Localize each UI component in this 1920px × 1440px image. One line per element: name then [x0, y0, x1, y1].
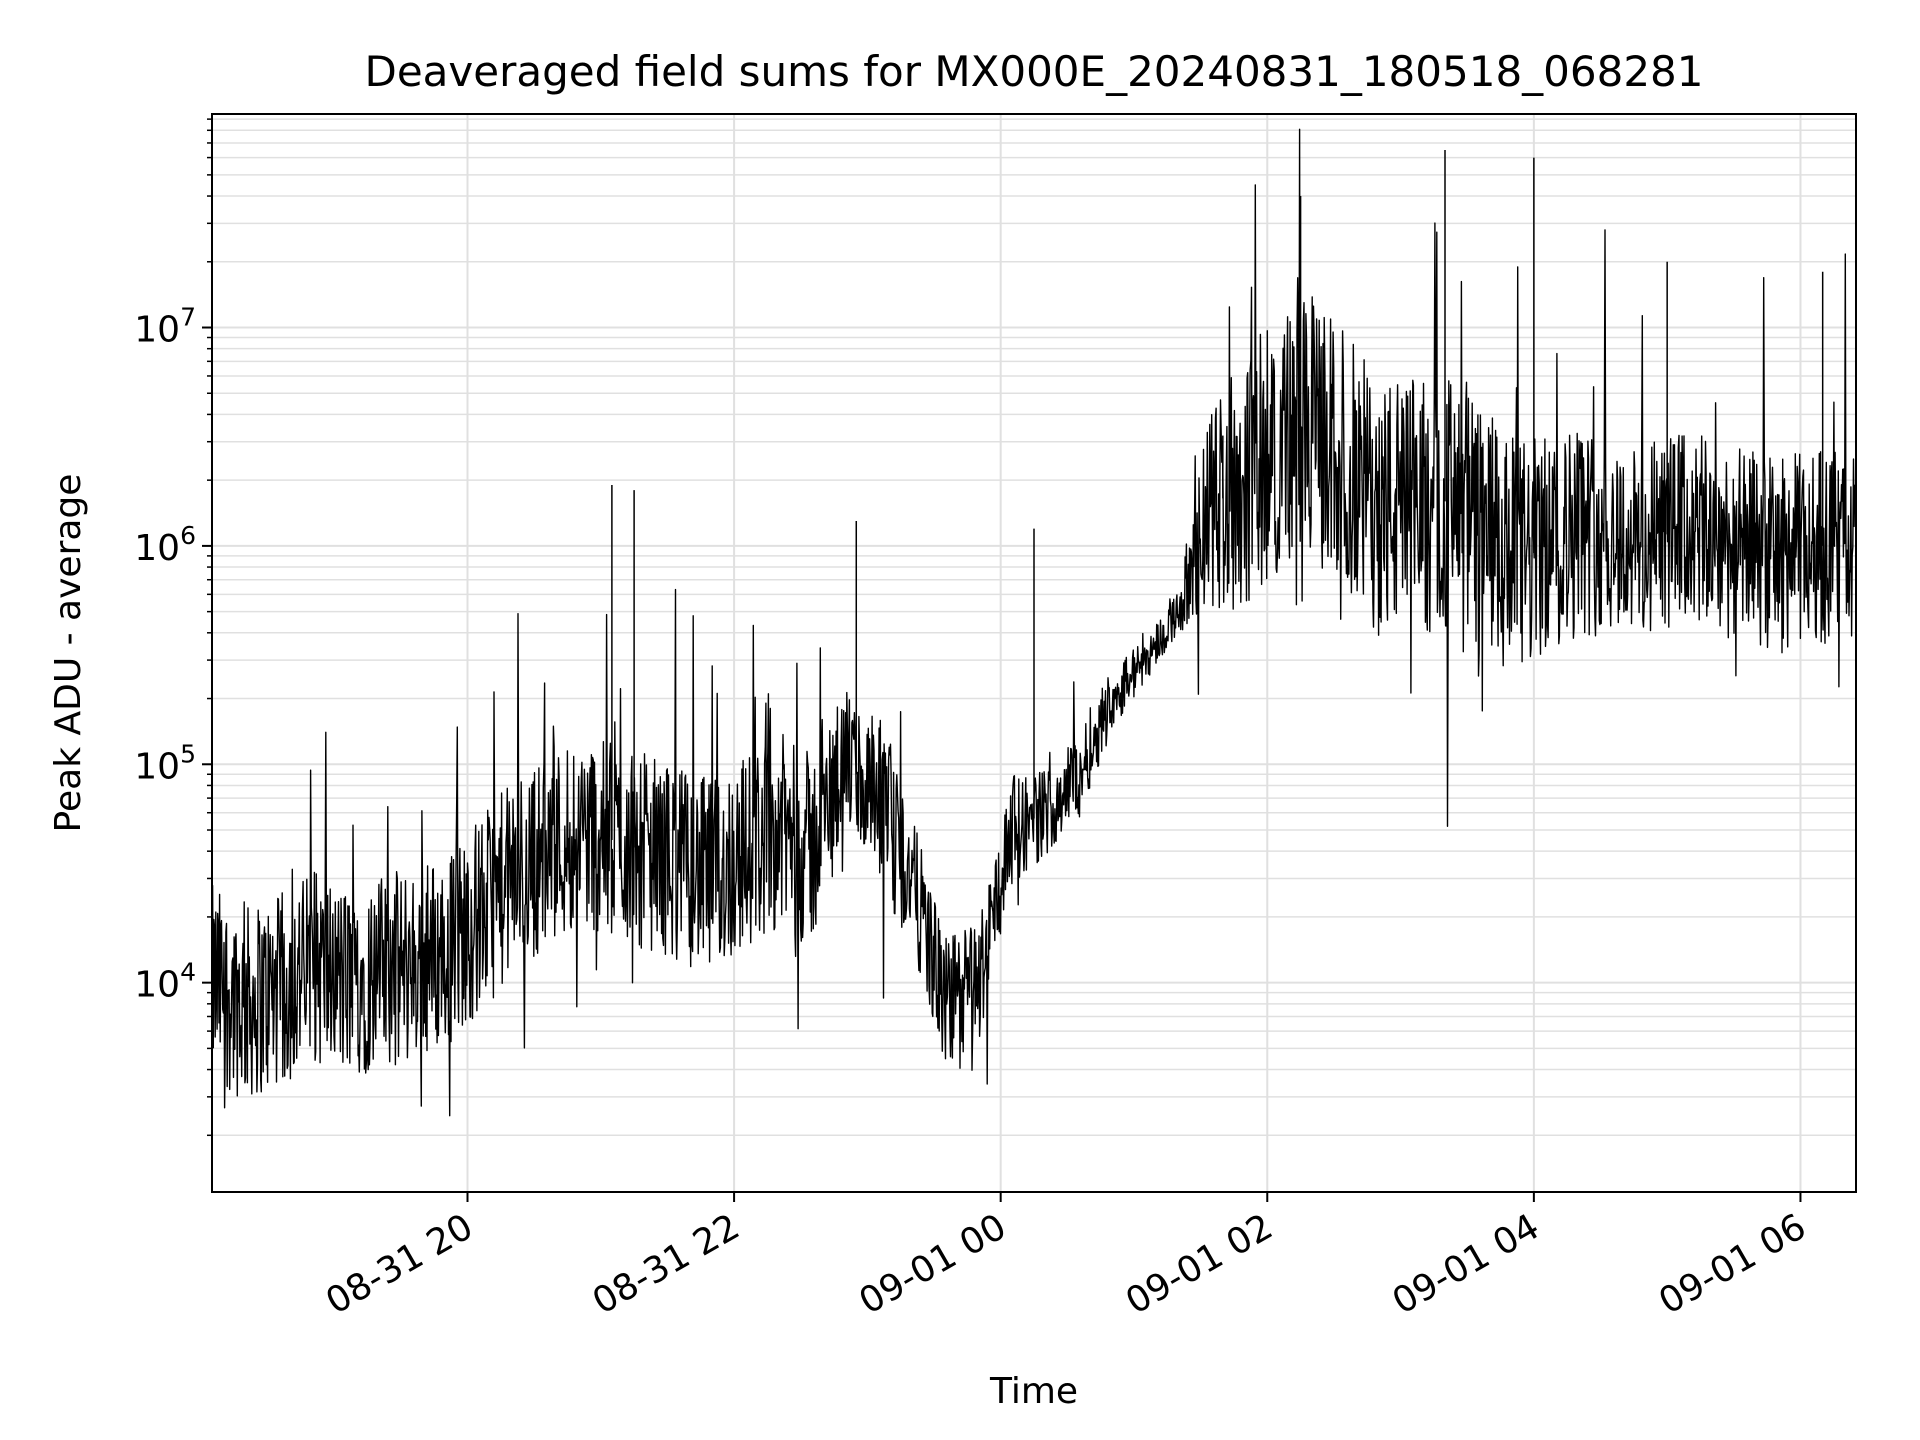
y-tick-label: 106 [134, 521, 196, 569]
y-tick-label: 107 [134, 303, 196, 351]
y-tick-label: 105 [134, 739, 196, 787]
x-axis-label: Time [989, 1371, 1078, 1412]
plot-frame [211, 113, 1857, 1193]
y-axis-label: Peak ADU - average [48, 474, 89, 833]
chart-title: Deaveraged field sums for MX000E_2024083… [365, 47, 1704, 96]
data-layer [211, 128, 1857, 1117]
y-tick-label: 104 [134, 958, 196, 1006]
